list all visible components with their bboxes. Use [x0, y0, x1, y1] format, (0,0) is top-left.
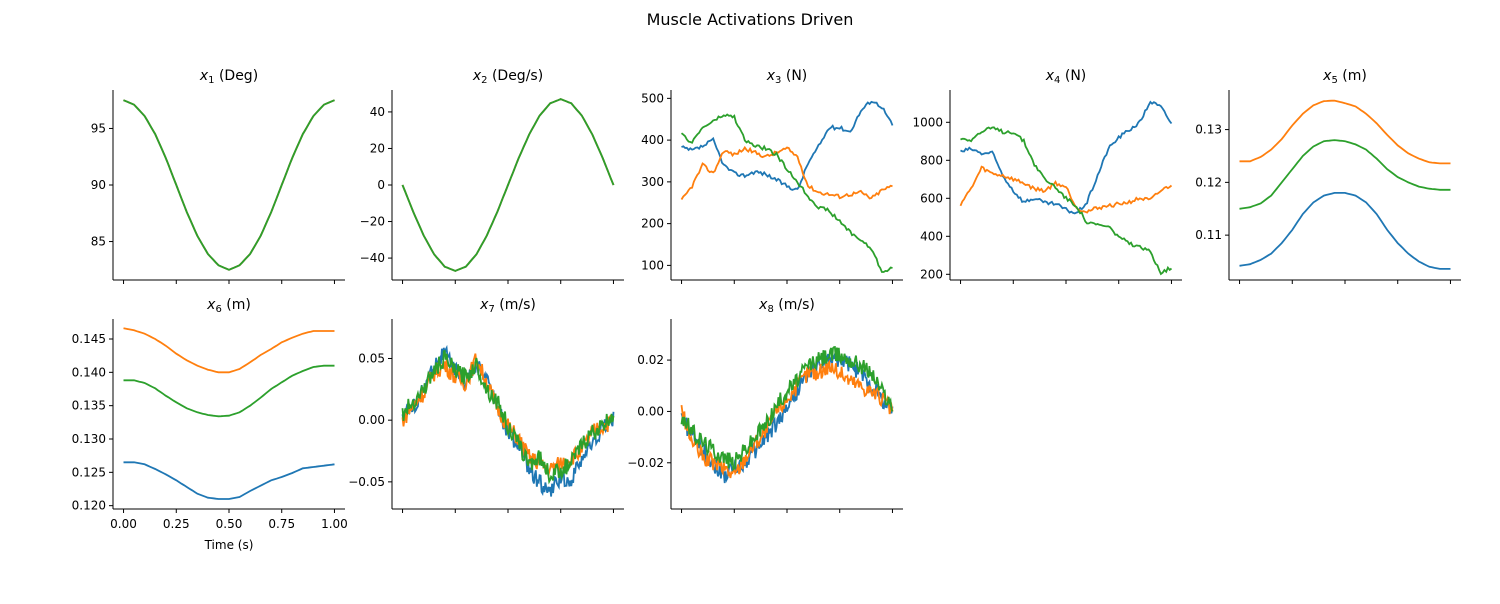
series-line-2 — [123, 99, 335, 271]
y-tick-label: 600 — [920, 191, 943, 205]
y-tick-label: 0.05 — [358, 351, 385, 365]
subplot-title: x6 (m) — [206, 297, 251, 315]
series-line-1 — [1239, 191, 1451, 270]
x-tick-label: 0.25 — [163, 517, 190, 531]
subplot-title: x1 (Deg) — [199, 68, 258, 86]
y-tick-label: 0.12 — [1195, 175, 1222, 189]
series-line-3 — [680, 113, 893, 273]
subplot-title: x3 (N) — [766, 68, 808, 86]
subplot-title: x5 (m) — [1322, 68, 1367, 86]
y-tick-label: 0.00 — [637, 404, 664, 418]
series-line-3 — [401, 349, 615, 485]
y-tick-label: 100 — [641, 258, 664, 272]
x-axis-label: Time (s) — [204, 538, 254, 552]
y-tick-label: 0.145 — [72, 332, 106, 346]
y-tick-label: 800 — [920, 153, 943, 167]
y-tick-label: 1000 — [912, 115, 943, 129]
subplot-4: 200 400 600 800 1000 x4 (N) — [912, 68, 1182, 284]
y-tick-label: 95 — [91, 121, 106, 135]
y-tick-label: −0.02 — [627, 456, 664, 470]
series-line-2 — [123, 327, 335, 374]
y-tick-label: 0.13 — [1195, 123, 1222, 137]
y-tick-label: 200 — [641, 217, 664, 231]
series-line-2 — [680, 359, 894, 479]
y-tick-label: 0.125 — [72, 465, 106, 479]
y-tick-label: 40 — [370, 105, 385, 119]
series-line-3 — [1239, 139, 1451, 210]
series-line-3 — [960, 126, 1173, 276]
x-tick-label: 0.50 — [216, 517, 243, 531]
series-line-1 — [681, 100, 894, 191]
series-line-1 — [960, 100, 1173, 215]
y-tick-label: 400 — [920, 229, 943, 243]
series-line-2 — [680, 145, 893, 200]
y-tick-label: −20 — [360, 215, 385, 229]
series-line-2 — [1239, 99, 1451, 165]
subplot-title: x4 (N) — [1045, 68, 1087, 86]
subplot-5: 0.11 0.12 0.13 x5 (m) — [1195, 68, 1461, 284]
subplot-3: 100 200 300 400 500 x3 (N) — [641, 68, 903, 284]
y-tick-label: 500 — [641, 91, 664, 105]
y-tick-label: 85 — [91, 235, 106, 249]
y-tick-label: 90 — [91, 178, 106, 192]
series-line-3 — [401, 98, 615, 272]
series-line-3 — [123, 364, 335, 418]
series-line-2 — [959, 165, 1173, 214]
subplot-1: 85 90 95 x1 (Deg) — [91, 68, 345, 284]
subplot-6: 0.120 0.125 0.130 0.135 0.140 0.145 0.00 0.25 0.… — [72, 297, 348, 552]
y-tick-label: 0.140 — [72, 365, 106, 379]
y-tick-label: 0.130 — [72, 432, 106, 446]
y-tick-label: 300 — [641, 175, 664, 189]
series-line-3 — [123, 99, 335, 271]
y-tick-label: 0.00 — [358, 413, 385, 427]
subplot-2: −40 −20 0 20 40 x2 (Deg/s) — [360, 68, 624, 284]
y-tick-label: 200 — [920, 267, 943, 281]
subplot-7: −0.05 0.00 0.05 x7 (m/s) — [348, 297, 624, 513]
y-tick-label: 400 — [641, 133, 664, 147]
figure-title: Muscle Activations Driven — [646, 10, 854, 29]
x-tick-label: 1.00 — [321, 517, 348, 531]
x-tick-label: 0.75 — [268, 517, 295, 531]
series-line-1 — [123, 99, 335, 271]
y-tick-label: −40 — [360, 251, 385, 265]
y-tick-label: 20 — [370, 141, 385, 155]
y-tick-label: 0 — [377, 178, 385, 192]
x-tick-label: 0.00 — [110, 517, 137, 531]
subplot-8: −0.02 0.00 0.02 x8 (m/s) — [627, 297, 903, 513]
subplot-title: x8 (m/s) — [758, 297, 815, 315]
y-tick-label: 0.11 — [1195, 228, 1222, 242]
series-line-1 — [123, 461, 335, 500]
y-tick-label: 0.02 — [637, 353, 664, 367]
y-tick-label: 0.135 — [72, 399, 106, 413]
subplot-title: x7 (m/s) — [479, 297, 536, 315]
series-line-3 — [680, 346, 894, 472]
subplot-title: x2 (Deg/s) — [472, 68, 543, 86]
y-tick-label: 0.120 — [72, 499, 106, 513]
y-tick-label: −0.05 — [348, 475, 385, 489]
